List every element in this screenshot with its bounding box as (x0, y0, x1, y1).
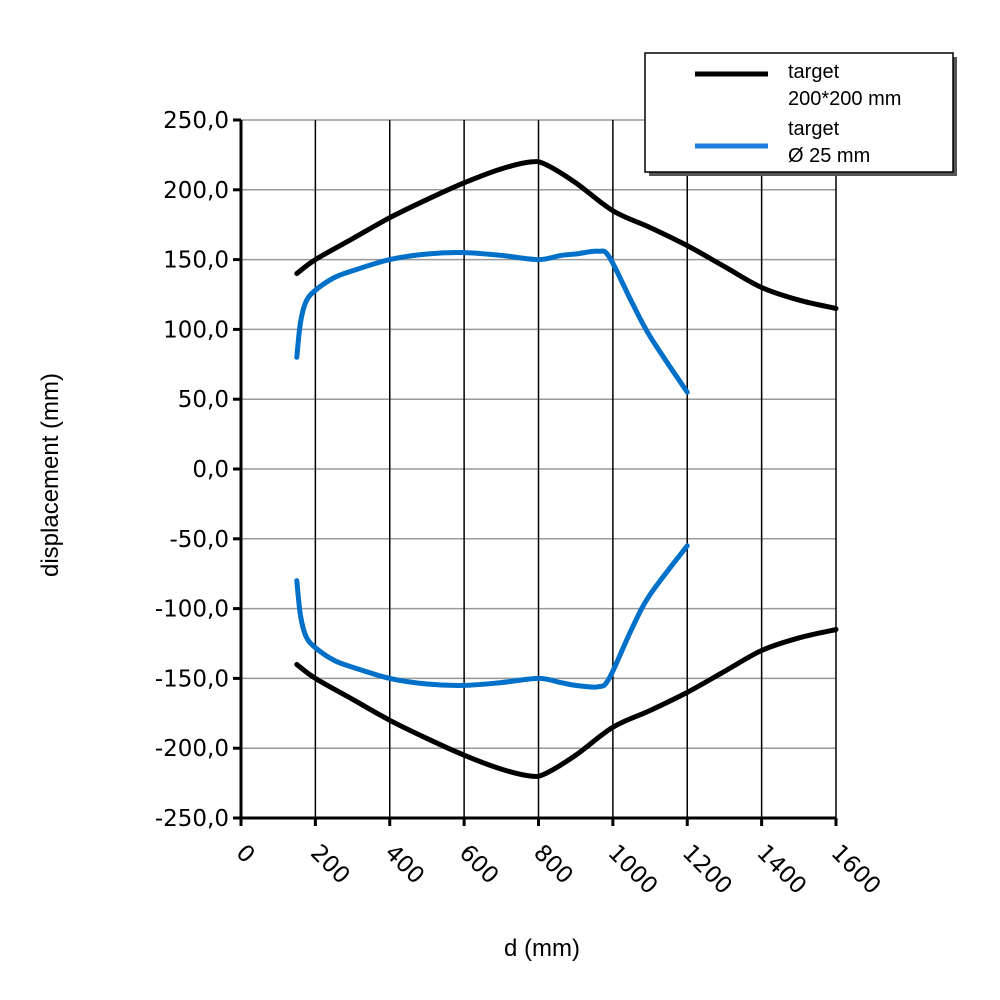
series-1-lower-line (294, 543, 690, 690)
legend-label: 200*200 mm (788, 88, 901, 110)
x-tick-labels: 0 200 400 600 800 1000 1200 1400 1600 (231, 840, 886, 900)
x-tick-label: 1400 (751, 840, 811, 900)
series-lines (294, 159, 839, 779)
x-tick-label: 1200 (677, 840, 737, 900)
y-tick-label: -150,0 (155, 666, 229, 692)
series-1-upper-line (294, 248, 690, 395)
series-0-upper-line (294, 159, 839, 311)
x-tick-label: 0 (231, 840, 260, 869)
y-tick-label: -200,0 (155, 736, 229, 762)
legend-label: target (788, 61, 840, 83)
x-axis-label: d (mm) (504, 935, 580, 962)
y-tick-label: 50,0 (178, 387, 229, 413)
x-tick-label: 400 (380, 840, 429, 889)
series-0-lower-line (294, 627, 839, 779)
y-tick-labels: 250,0 200,0 150,0 100,0 50,0 0,0 -50,0 -100,0 -1… (155, 108, 229, 832)
y-axis-label: displacement (mm) (37, 373, 64, 577)
x-tick-label: 1000 (603, 840, 663, 900)
y-tick-label: -100,0 (155, 597, 229, 623)
y-tick-label: -50,0 (169, 527, 229, 553)
y-tick-label: 100,0 (163, 317, 229, 343)
y-tick-label: 150,0 (163, 248, 229, 274)
y-tick-label: 250,0 (163, 108, 229, 134)
x-tick-label: 800 (528, 840, 577, 889)
y-tick-label: 0,0 (192, 457, 229, 483)
x-tick-label: 600 (454, 840, 503, 889)
legend-label: Ø 25 mm (788, 145, 870, 167)
x-tick-label: 1600 (826, 840, 886, 900)
y-tick-label: 200,0 (163, 178, 229, 204)
grid (241, 119, 837, 819)
legend: target 200*200 mm target Ø 25 mm (644, 52, 957, 176)
axes (233, 118, 838, 826)
x-tick-label: 200 (305, 840, 354, 889)
legend-label: target (788, 118, 840, 140)
y-tick-label: -250,0 (155, 806, 229, 832)
